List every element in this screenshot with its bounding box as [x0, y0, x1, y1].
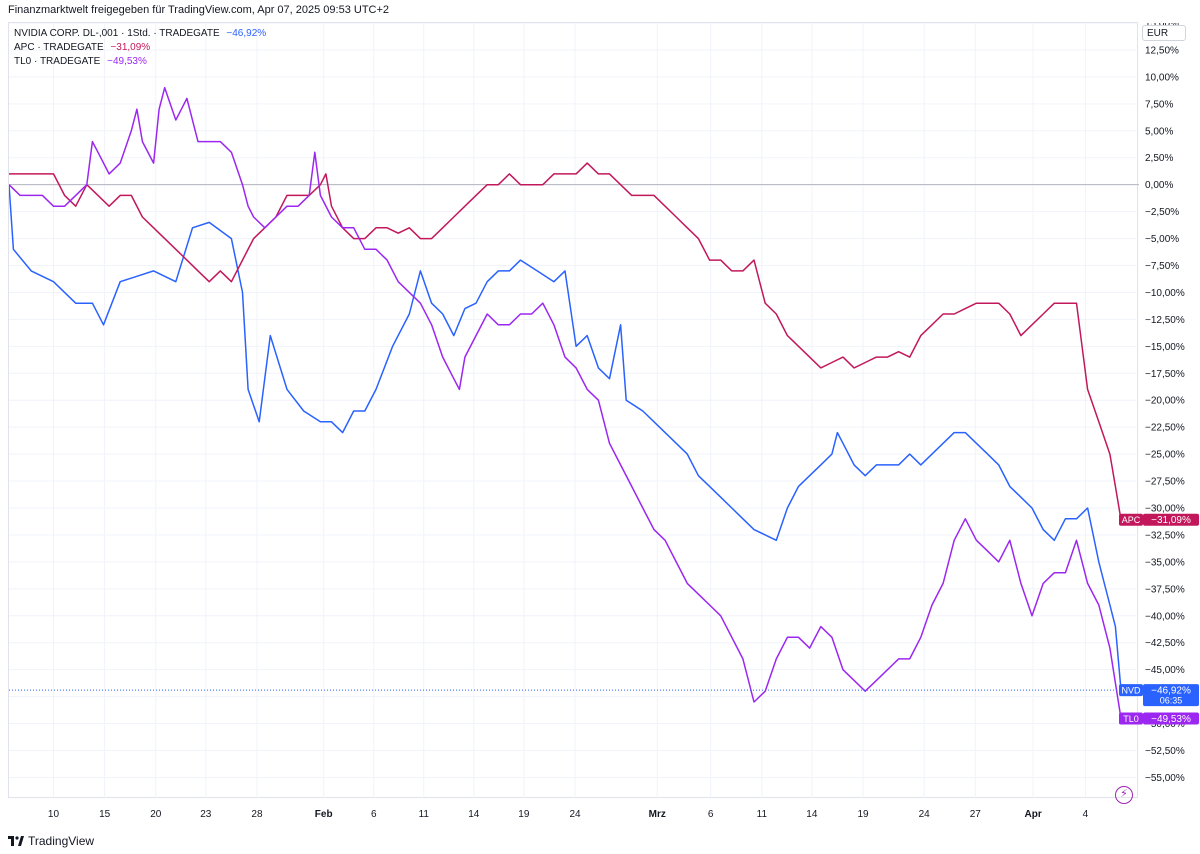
series-tag-label: TL0 [1123, 714, 1139, 724]
y-tick-label: −37,50% [1145, 584, 1185, 595]
y-tick-label: −42,50% [1145, 638, 1185, 649]
legend-row-apc[interactable]: APC · TRADEGATE −31,09% [14, 41, 266, 55]
x-tick-label: 11 [419, 809, 430, 820]
x-tick-label: Mrz [649, 809, 666, 820]
series-tag-nvd [1119, 684, 1143, 697]
chart-header: Finanzmarktwelt freigegeben für TradingV… [8, 4, 390, 16]
legend-value-apc: −31,09% [110, 42, 151, 53]
y-tick-label: 7,50% [1145, 99, 1173, 110]
x-tick-label: 6 [708, 809, 714, 820]
x-tick-label: 23 [200, 809, 212, 820]
legend: NVIDIA CORP. DL-,001 · 1Std. · TRADEGATE… [14, 27, 266, 69]
y-tick-label: −12,50% [1145, 315, 1185, 326]
y-tick-label: −20,00% [1145, 396, 1185, 407]
x-tick-label: 10 [48, 809, 60, 820]
y-tick-label: 12,50% [1145, 45, 1179, 56]
y-tick-label: −35,00% [1145, 557, 1185, 568]
series-countdown-label: 06:35 [1160, 696, 1183, 706]
x-tick-label: 19 [857, 809, 869, 820]
x-tick-label: 19 [518, 809, 530, 820]
x-tick-label: Feb [315, 809, 333, 820]
series-value-label: −31,09% [1151, 515, 1191, 526]
chart-area[interactable]: 15,00%12,50%10,00%7,50%5,00%2,50%0,00%−2… [8, 22, 1199, 820]
currency-selector[interactable]: EUR [1142, 25, 1186, 41]
y-tick-label: −40,00% [1145, 611, 1185, 622]
x-tick-label: 11 [757, 809, 768, 820]
series-line-tl0 [9, 86, 1122, 719]
x-tick-label: 27 [970, 809, 982, 820]
legend-row-tl0[interactable]: TL0 · TRADEGATE −49,53% [14, 55, 266, 69]
x-tick-label: 14 [806, 809, 818, 820]
legend-label-tl0: TL0 · TRADEGATE [14, 56, 101, 67]
bolt-icon[interactable]: ⚡ [1115, 786, 1133, 804]
y-tick-label: 10,00% [1145, 72, 1179, 83]
x-tick-label: 15 [99, 809, 111, 820]
series-line-apc [9, 162, 1122, 520]
y-tick-label: −10,00% [1145, 288, 1185, 299]
y-tick-label: −30,00% [1145, 504, 1185, 515]
x-tick-label: 20 [150, 809, 162, 820]
series-value-box [1143, 513, 1199, 526]
legend-label-nvd: NVIDIA CORP. DL-,001 · 1Std. · TRADEGATE [14, 28, 220, 39]
y-tick-label: −27,50% [1145, 477, 1185, 488]
x-tick-label: 24 [919, 809, 931, 820]
x-tick-label: 24 [569, 809, 581, 820]
x-tick-label: 4 [1083, 809, 1089, 820]
x-tick-label: Apr [1025, 809, 1042, 820]
plot-svg[interactable]: 15,00%12,50%10,00%7,50%5,00%2,50%0,00%−2… [9, 23, 1199, 833]
y-tick-label: 0,00% [1145, 180, 1173, 191]
x-tick-label: 14 [468, 809, 480, 820]
legend-value-nvd: −46,92% [226, 28, 267, 39]
y-tick-label: −45,00% [1145, 665, 1185, 676]
y-tick-label: −55,00% [1145, 773, 1185, 784]
series-value-label: −46,92% [1151, 686, 1191, 697]
y-tick-label: −15,00% [1145, 342, 1185, 353]
tradingview-logo-icon [8, 836, 24, 846]
series-tag-label: APC [1122, 515, 1141, 525]
series-line-nvd [9, 184, 1122, 691]
legend-value-tl0: −49,53% [107, 56, 147, 67]
series-tag-tl0 [1119, 712, 1143, 725]
series-value-label: −49,53% [1151, 714, 1191, 725]
y-tick-label: −52,50% [1145, 746, 1185, 757]
footer-brand: TradingView [28, 834, 95, 848]
footer: TradingView [8, 834, 94, 848]
series-tag-apc [1119, 513, 1143, 526]
y-tick-label: 2,50% [1145, 153, 1173, 164]
series-value-box [1143, 684, 1199, 707]
legend-label-apc: APC · TRADEGATE [14, 42, 104, 53]
y-tick-label: −25,00% [1145, 450, 1185, 461]
y-tick-label: −7,50% [1145, 261, 1179, 272]
legend-row-nvd[interactable]: NVIDIA CORP. DL-,001 · 1Std. · TRADEGATE… [14, 27, 266, 41]
series-value-box [1143, 712, 1199, 725]
y-tick-label: −2,50% [1145, 207, 1179, 218]
y-tick-label: −17,50% [1145, 369, 1185, 380]
y-tick-label: −32,50% [1145, 530, 1185, 541]
series-tag-label: NVD [1121, 686, 1141, 696]
y-tick-label: −22,50% [1145, 423, 1185, 434]
y-tick-label: −5,00% [1145, 234, 1179, 245]
x-tick-label: 6 [371, 809, 377, 820]
x-tick-label: 28 [251, 809, 263, 820]
y-tick-label: −50,00% [1145, 719, 1185, 730]
y-tick-label: 5,00% [1145, 126, 1173, 137]
